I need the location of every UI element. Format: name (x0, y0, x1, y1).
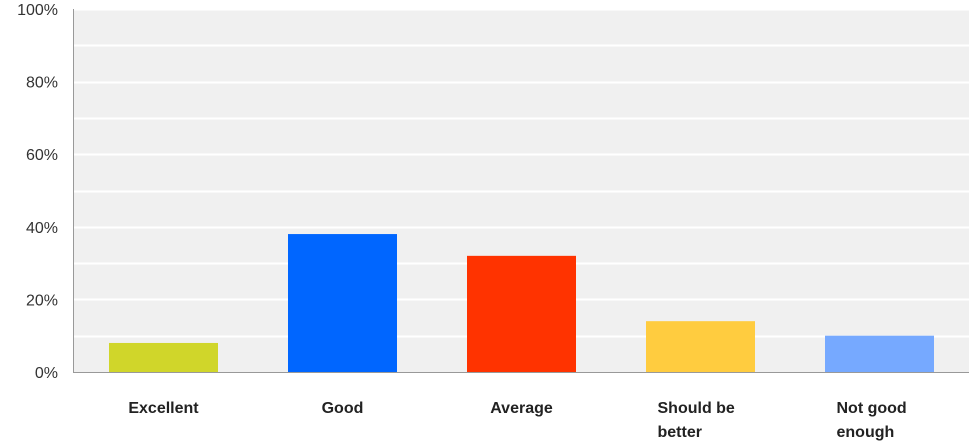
y-tick-labels: 0% 20% 40% 60% 80% 100% (17, 2, 58, 382)
x-tick-label: Excellent (128, 400, 199, 417)
x-tick-label: Average (490, 400, 553, 417)
y-tick-label: 80% (26, 75, 58, 92)
y-tick-label: 20% (26, 292, 58, 309)
x-tick-labels: Excellent Good Average Should be better Not g… (128, 400, 906, 441)
x-tick-label: Good (322, 400, 364, 417)
y-tick-label: 0% (35, 365, 58, 382)
bar-good (288, 234, 397, 372)
bar-average (467, 255, 576, 372)
y-tick-label: 40% (26, 220, 58, 237)
bar-excellent (109, 342, 218, 372)
y-tick-label: 100% (17, 2, 58, 19)
y-tick-label: 60% (26, 147, 58, 164)
bar-should-be-better (646, 321, 755, 372)
x-tick-label: Should be better (658, 400, 735, 441)
bars (109, 234, 934, 372)
x-tick-label: Not good enough (837, 400, 907, 441)
bar-not-good-enough (825, 335, 934, 372)
